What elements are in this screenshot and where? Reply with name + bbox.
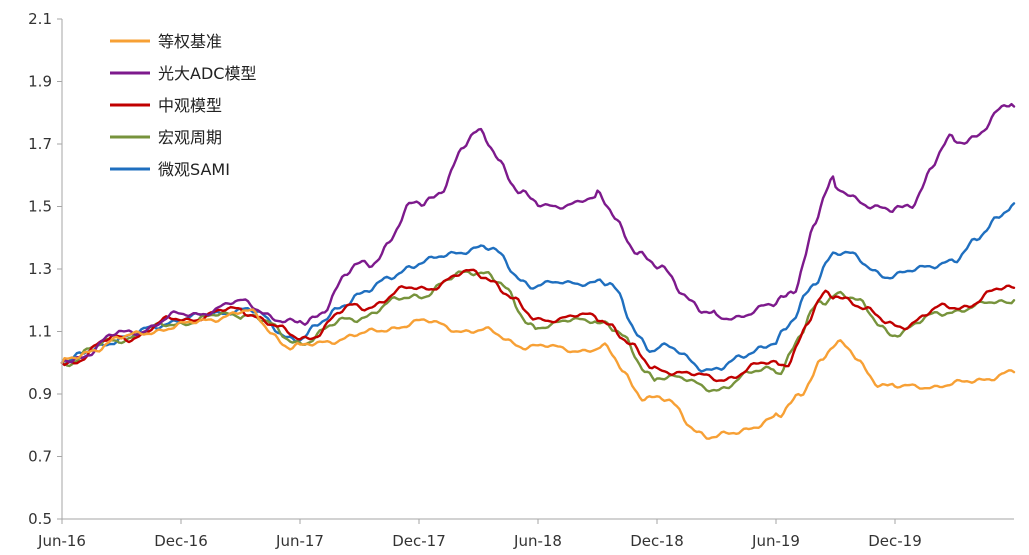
x-tick-label: Jun-19 — [751, 532, 800, 550]
y-tick-label: 0.9 — [28, 385, 52, 403]
y-tick-label: 1.3 — [28, 260, 52, 278]
series-line — [60, 308, 1016, 440]
y-tick-label: 1.9 — [28, 73, 52, 91]
x-tick-label: Jun-17 — [275, 532, 324, 550]
y-tick-label: 1.1 — [28, 323, 52, 341]
series-layer — [60, 102, 1016, 440]
legend-label: 微观SAMI — [158, 160, 230, 179]
series-line — [60, 268, 1016, 383]
x-tick-label: Dec-19 — [868, 532, 922, 550]
y-tick-label: 1.5 — [28, 198, 52, 216]
x-tick-label: Dec-17 — [392, 532, 446, 550]
series-line — [60, 270, 1016, 393]
y-axis-ticks: 0.5 0.7 0.9 1.1 1.3 1.5 1.7 1.9 2.1 — [28, 10, 62, 528]
series-line — [60, 102, 1016, 364]
x-tick-label: Jun-18 — [513, 532, 562, 550]
x-tick-label: Dec-18 — [630, 532, 684, 550]
y-tick-label: 2.1 — [28, 10, 52, 28]
legend-label: 等权基准 — [158, 32, 222, 51]
y-tick-label: 0.5 — [28, 510, 52, 528]
legend-label: 光大ADC模型 — [158, 64, 256, 83]
x-tick-label: Jun-16 — [37, 532, 86, 550]
y-tick-label: 1.7 — [28, 135, 52, 153]
y-tick-label: 0.7 — [28, 448, 52, 466]
legend-label: 宏观周期 — [158, 128, 222, 147]
x-tick-label: Dec-16 — [154, 532, 208, 550]
legend-label: 中观模型 — [158, 96, 222, 115]
x-axis-ticks: Jun-16 Dec-16 Jun-17 Dec-17 Jun-18 Dec-18 Jun-… — [37, 519, 922, 550]
